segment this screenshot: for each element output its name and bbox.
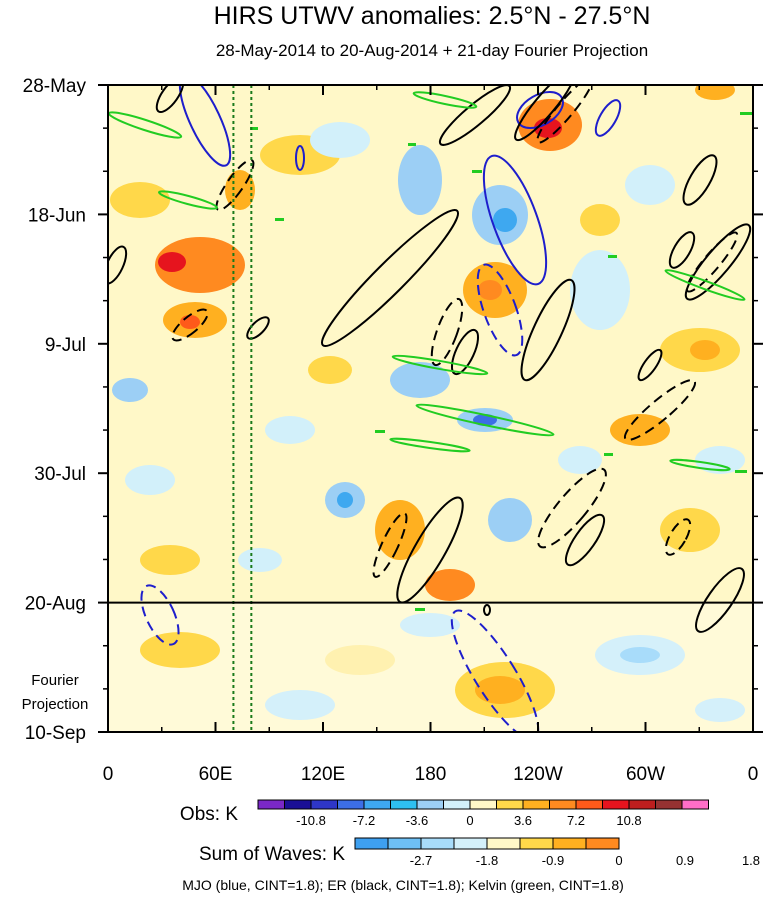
colorbar-box (575, 799, 603, 810)
chart-title: HIRS UTWV anomalies: 2.5°N - 27.5°N (214, 2, 651, 30)
y-tick-label: 20-Aug (25, 594, 86, 615)
colorbar-box (655, 799, 683, 810)
colorbar-box (628, 799, 656, 810)
x-tick-label: 120W (513, 764, 563, 785)
colorbar-box (585, 837, 620, 850)
colorbar-tick-label: -3.6 (406, 813, 428, 828)
mjo-contours (140, 85, 622, 732)
colorbar-tick-label: 3.6 (514, 813, 532, 828)
obs-anomaly-patches (110, 85, 745, 601)
colorbar-box (522, 799, 550, 810)
x-tick-label: 120E (301, 764, 345, 785)
waves-colorbar-label: Sum of Waves: K (199, 844, 345, 865)
plot-area (108, 85, 753, 732)
colorbar-box (486, 837, 521, 850)
wave-projection-patches (140, 613, 745, 722)
x-tick-label: 60W (626, 764, 665, 785)
kelvin-contours (108, 91, 746, 472)
y-tick-label: 10-Sep (25, 723, 86, 744)
colorbar-box (284, 799, 312, 810)
contour-legend: MJO (blue, CINT=1.8); ER (black, CINT=1.… (182, 877, 624, 893)
obs-colorbar-label: Obs: K (180, 804, 238, 825)
colorbar-box (496, 799, 524, 810)
y-tick-label: 28-May (23, 76, 87, 97)
colorbar-box (681, 799, 709, 810)
colorbar-box (519, 837, 554, 850)
x-tick-label: 60E (199, 764, 233, 785)
x-tick-label: 0 (748, 764, 759, 785)
x-tick-label: 180 (415, 764, 447, 785)
colorbar-tick-label: -2.7 (410, 853, 432, 868)
colorbar-tick-label: 0 (615, 853, 622, 868)
colorbar-tick-label: -10.8 (296, 813, 326, 828)
colorbar-tick-label: -0.9 (542, 853, 564, 868)
colorbar-box (469, 799, 497, 810)
projection-label-line1: Fourier (31, 672, 79, 689)
colorbar-tick-label: 0.9 (676, 853, 694, 868)
chart-subtitle: 28-May-2014 to 20-Aug-2014 + 21-day Four… (216, 41, 648, 60)
colorbar-tick-label: 7.2 (567, 813, 585, 828)
y-tick-label: 30-Jul (34, 464, 86, 485)
colorbar-tick-label: 0 (466, 813, 473, 828)
colorbar-tick-label: -1.8 (476, 853, 498, 868)
obs-colorbar: -10.8 -7.2 -3.6 0 3.6 7.2 10.8 (257, 799, 709, 828)
y-axis: 28-May 18-Jun 9-Jul 30-Jul 20-Aug 10-Sep (23, 76, 763, 744)
colorbar-box (549, 799, 577, 810)
colorbar-box (387, 837, 422, 850)
projection-label-line2: Projection (22, 696, 89, 713)
colorbar-box (416, 799, 444, 810)
colorbar-box (420, 837, 455, 850)
y-tick-label: 9-Jul (45, 335, 86, 356)
x-tick-label: 0 (103, 764, 114, 785)
colorbar-box (354, 837, 389, 850)
colorbar-box (390, 799, 418, 810)
colorbar-tick-label: -7.2 (353, 813, 375, 828)
colorbar-box (363, 799, 391, 810)
colorbar-box (552, 837, 587, 850)
colorbar-box (602, 799, 630, 810)
colorbar-tick-label: 10.8 (616, 813, 641, 828)
colorbar-box (453, 837, 488, 850)
colorbar-box (310, 799, 338, 810)
colorbar-box (443, 799, 471, 810)
waves-colorbar: -2.7-1.8-0.900.91.82.7 (354, 837, 760, 868)
colorbar-box (257, 799, 285, 810)
y-tick-label: 18-Jun (28, 205, 86, 226)
colorbar-box (337, 799, 365, 810)
er-contours (108, 85, 752, 633)
x-axis: 0 60E 120E 180 120W 60W 0 (103, 85, 759, 785)
kelvin-dashes (250, 112, 752, 611)
colorbar-tick-label: 1.8 (742, 853, 760, 868)
